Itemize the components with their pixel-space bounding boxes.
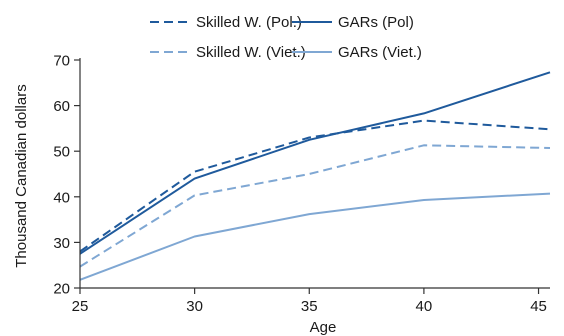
y-tick-label: 40 [53,189,70,206]
y-tick-label: 70 [53,53,70,70]
y-axis-title: Thousand Canadian dollars [13,84,30,267]
x-axis-ticks: 25 30 35 40 45 [72,288,547,315]
x-tick-label: 35 [301,298,318,315]
legend-label: Skilled W. (Pol.) [196,14,302,31]
legend-label: Skilled W. (Viet.) [196,44,306,61]
y-tick-label: 30 [53,235,70,252]
series-lines [79,71,551,281]
x-tick-label: 40 [416,298,433,315]
legend: Skilled W. (Pol.) GARs (Pol) Skilled W. (V… [150,14,422,61]
x-axis-title: Age [310,319,337,336]
series-line-3 [79,192,551,281]
y-tick-label: 20 [53,281,70,298]
axes [79,58,550,289]
y-axis-ticks: 20 30 40 50 60 70 [53,53,80,298]
series-line-2 [79,144,551,268]
legend-label: GARs (Viet.) [338,44,422,61]
y-tick-label: 60 [53,98,70,115]
legend-label: GARs (Pol) [338,14,414,31]
x-tick-label: 25 [72,298,89,315]
series-line-0 [79,119,551,253]
x-tick-label: 30 [186,298,203,315]
series-line-1 [79,71,551,255]
x-tick-label: 45 [530,298,547,315]
y-tick-label: 50 [53,144,70,161]
